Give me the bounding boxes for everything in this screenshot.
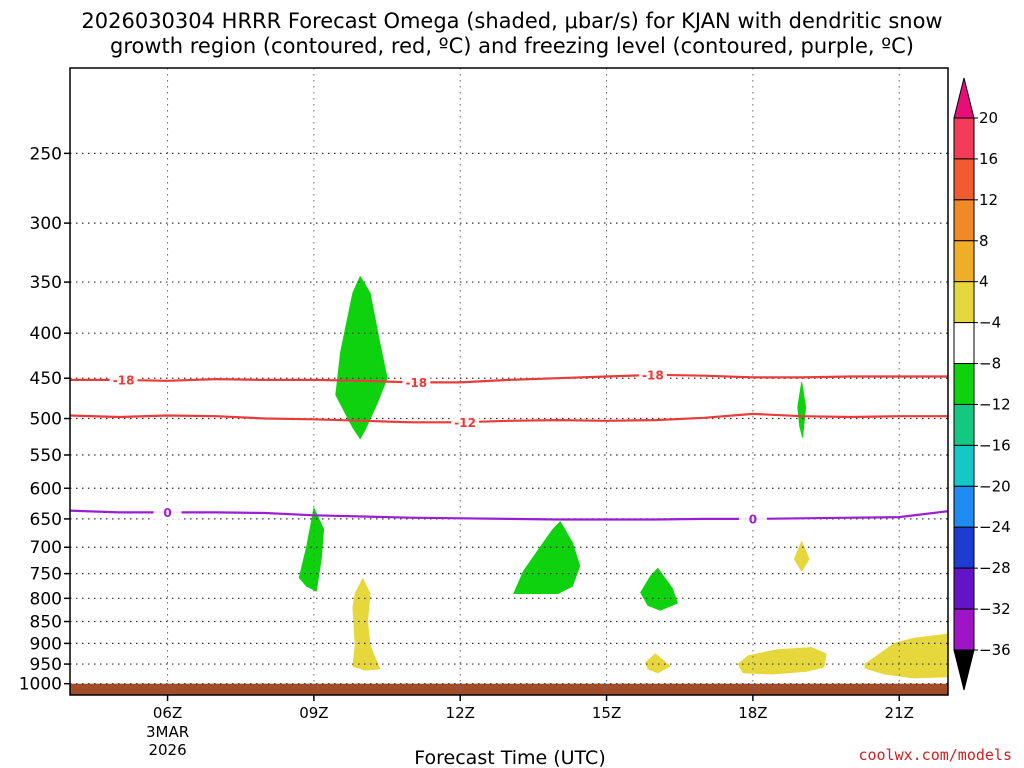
colorbar-label: 8 [979, 232, 989, 250]
contour-label-bg [451, 415, 480, 430]
colorbar-segment [953, 444, 975, 487]
contour-dgz-minus18 [70, 373, 948, 384]
ground-fill [70, 683, 948, 695]
y-tick-label: 1000 [19, 675, 62, 695]
omega-region-green-blob-14z [513, 521, 581, 594]
colorbar-label: 12 [979, 191, 998, 209]
omega-region-yellow-blob-19z [737, 647, 827, 675]
omega-region-green-blob-10z [335, 276, 388, 440]
plot-area [70, 68, 948, 695]
y-tick-label: 350 [30, 273, 62, 293]
colorbar-label: −20 [979, 477, 1011, 495]
ground-layer [70, 683, 948, 695]
y-tick-label: 500 [30, 410, 62, 430]
x-tick-sublabel: 3MAR [146, 723, 189, 741]
colorbar-segment [953, 526, 975, 569]
colorbar-label: −16 [979, 436, 1011, 454]
colorbar-label: −36 [979, 641, 1011, 659]
contour-label-bg [402, 375, 431, 390]
omega-region-green-sliver-19z [797, 381, 807, 438]
y-tick-label: 550 [30, 446, 62, 466]
contour-freezing-level-0 [69, 509, 949, 521]
contour-label: -18 [405, 376, 427, 390]
x-tick-label: 18Z [738, 704, 767, 722]
y-tick-label: 850 [30, 613, 62, 633]
y-tick-label: 450 [30, 369, 62, 389]
title-line: 2026030304 HRRR Forecast Omega (shaded, … [81, 9, 942, 33]
chart-title: 2026030304 HRRR Forecast Omega (shaded, … [81, 9, 942, 58]
contour-dgz-minus12 [69, 412, 948, 424]
y-tick-label: 950 [30, 655, 62, 675]
x-tick-label: 21Z [885, 704, 914, 722]
omega-region-green-sliver-9z [298, 507, 325, 592]
x-tick-label: 09Z [299, 704, 328, 722]
colorbar-label: −24 [979, 518, 1011, 536]
y-tick-label: 700 [30, 538, 62, 558]
omega-region-green-blob-16z [640, 568, 678, 611]
colorbar-segment [953, 485, 975, 528]
colorbar-segment [953, 322, 975, 365]
contour-label: 0 [163, 506, 171, 520]
colorbar-label: −28 [979, 559, 1011, 577]
contour-label: -18 [113, 373, 135, 387]
colorbar-label: −4 [979, 314, 1001, 332]
contour-label-bg [109, 372, 138, 387]
y-tick-label: 750 [30, 565, 62, 585]
x-tick-label: 12Z [446, 704, 475, 722]
colorbar-label: 4 [979, 273, 989, 291]
colorbar-segment [953, 281, 975, 324]
x-tick-sublabel: 2026 [148, 741, 186, 759]
y-tick-label: 300 [30, 214, 62, 234]
contour-label: -18 [642, 368, 664, 382]
colorbar-label: 16 [979, 150, 998, 168]
y-axis: 2503003504004505005506006507007508008509… [19, 144, 70, 695]
colorbar-label: −12 [979, 395, 1011, 413]
omega-region-yellow-drop-16z [645, 653, 671, 674]
credit-text: coolwx.com/models [858, 746, 1012, 764]
colorbar-segment [953, 403, 975, 446]
colorbar: 20 16 12 8 4 −4 −8 −12 −16 −20 −24 −28 −32 −36 [953, 77, 1011, 691]
y-tick-label: 800 [30, 589, 62, 609]
plot-frame [69, 67, 949, 696]
contour-label-bg [153, 505, 182, 520]
contour-label-bg [638, 367, 667, 382]
y-tick-label: 600 [30, 479, 62, 499]
y-tick-label: 400 [30, 324, 62, 344]
colorbar-top-arrow [953, 77, 975, 119]
colorbar-segment [953, 117, 975, 160]
omega-shaded-regions [298, 276, 949, 679]
x-tick-label: 15Z [592, 704, 621, 722]
colorbar-segment [953, 240, 975, 283]
plot-background [70, 68, 948, 695]
contour-label-bg [738, 511, 767, 526]
colorbar-bottom-arrow [953, 649, 975, 691]
y-tick-label: 650 [30, 510, 62, 530]
colorbar-label: −8 [979, 355, 1001, 373]
omega-region-yellow-sliver-10z [352, 578, 381, 671]
frame-border [69, 67, 949, 696]
colorbar-segment [953, 363, 975, 405]
colorbar-label: 20 [979, 109, 998, 127]
contour-label: 0 [749, 512, 757, 526]
contour-label: -12 [454, 416, 476, 430]
omega-region-yellow-drop-19z [793, 541, 810, 572]
y-tick-label: 250 [30, 144, 62, 164]
colorbar-segment [953, 199, 975, 242]
colorbar-segment [953, 608, 975, 651]
title-line: growth region (contoured, red, ºC) and f… [110, 34, 914, 58]
colorbar-segment [953, 567, 975, 610]
colorbar-label: −32 [979, 600, 1011, 618]
x-axis-title: Forecast Time (UTC) [414, 747, 605, 768]
x-tick-label: 06Z [153, 704, 182, 722]
y-tick-label: 900 [30, 634, 62, 654]
contours: -18 -18 -18 -12 0 0 [69, 367, 949, 526]
colorbar-segment [953, 158, 975, 201]
